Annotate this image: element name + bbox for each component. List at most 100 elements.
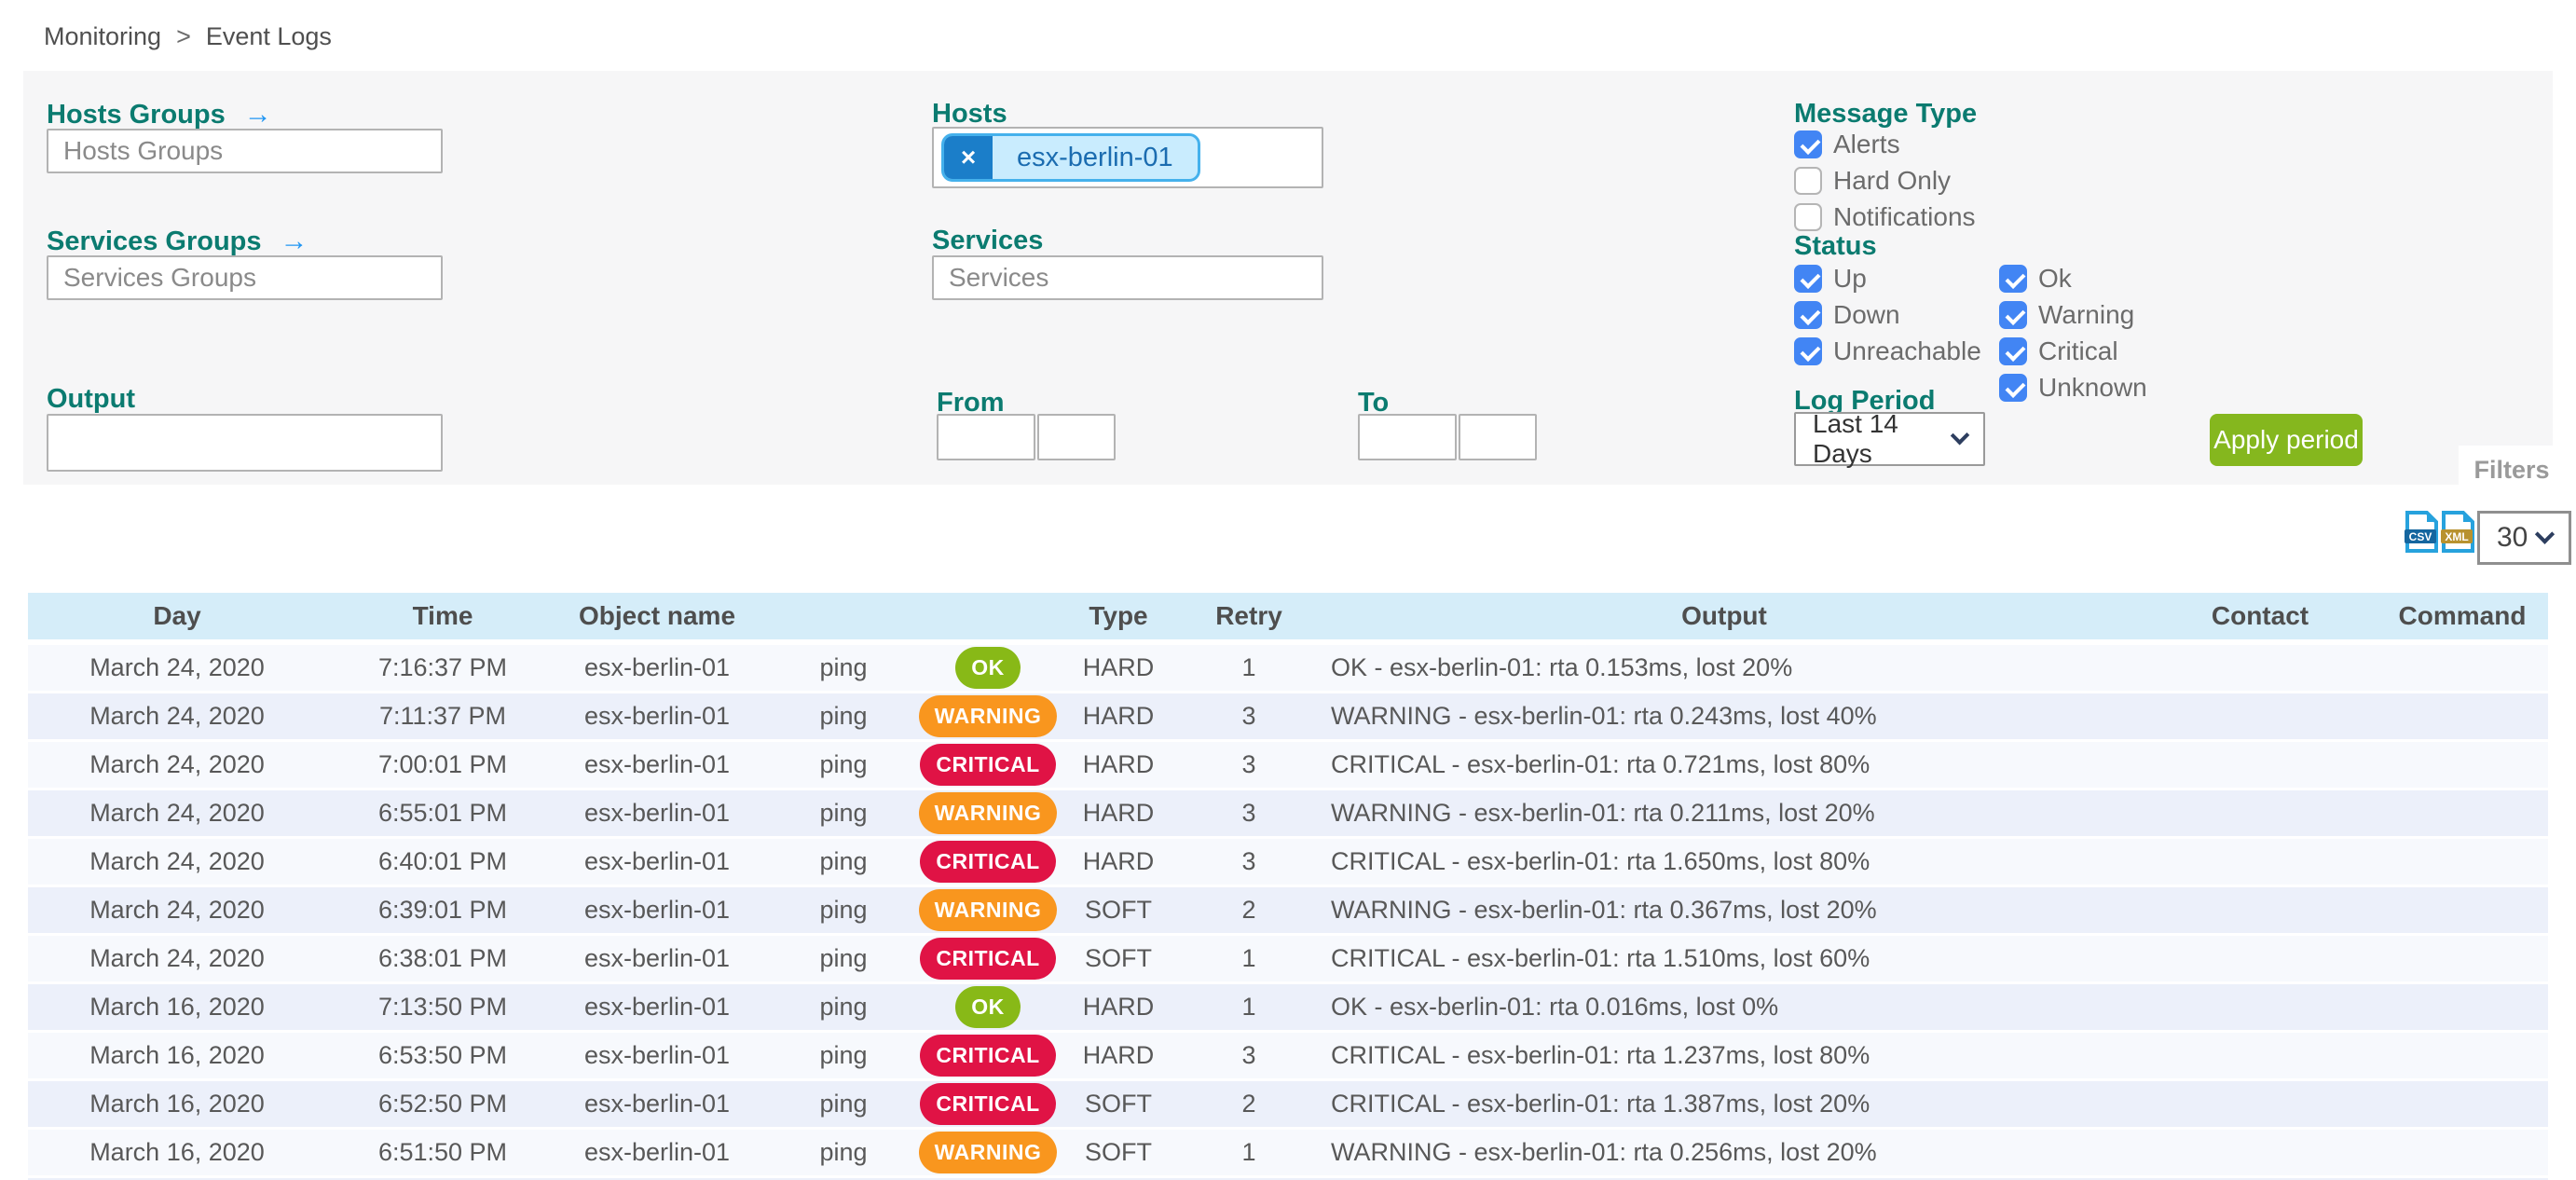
- column-header[interactable]: Output: [1681, 601, 1767, 630]
- service-cell[interactable]: ping: [819, 896, 868, 924]
- status-badge: CRITICAL: [920, 841, 1056, 883]
- hosts-label-text: Hosts: [932, 99, 1007, 129]
- type-cell: HARD: [1082, 750, 1155, 778]
- hosts-groups-input[interactable]: [47, 129, 443, 173]
- object-name-cell[interactable]: esx-berlin-01: [583, 702, 731, 730]
- checkbox-option[interactable]: Down: [1794, 300, 1981, 329]
- type-cell: SOFT: [1085, 896, 1152, 924]
- checkbox-option[interactable]: Notifications: [1794, 202, 1976, 231]
- apply-period-button[interactable]: Apply period: [2210, 414, 2363, 466]
- retry-cell: 2: [1241, 1090, 1256, 1118]
- to-label: To: [1358, 388, 1389, 418]
- column-header[interactable]: Object name: [578, 601, 736, 630]
- column-header[interactable]: Type: [1089, 601, 1148, 630]
- time-cell: 6:40:01 PM: [377, 847, 508, 875]
- from-label-text: From: [937, 388, 1005, 418]
- service-cell[interactable]: ping: [819, 1090, 868, 1118]
- breadcrumb-monitoring[interactable]: Monitoring: [44, 22, 162, 50]
- object-name-cell[interactable]: esx-berlin-01: [583, 993, 731, 1021]
- service-cell[interactable]: ping: [819, 799, 868, 827]
- event-row: March 24, 2020 6:40:01 PM esx-berlin-01 pin…: [28, 839, 2548, 885]
- object-name-cell[interactable]: esx-berlin-01: [583, 1138, 731, 1166]
- from-time-input[interactable]: [1037, 414, 1116, 460]
- status-label-text: Status: [1794, 231, 1877, 261]
- log-period-label-text: Log Period: [1794, 386, 1936, 416]
- object-name-cell[interactable]: esx-berlin-01: [583, 896, 731, 924]
- hosts-input[interactable]: × esx-berlin-01: [932, 127, 1323, 188]
- checked-checkbox[interactable]: [1794, 301, 1822, 329]
- table-body: March 24, 2020 7:16:37 PM esx-berlin-01 pin…: [28, 645, 2548, 1180]
- service-cell[interactable]: ping: [819, 1041, 868, 1069]
- column-header[interactable]: Retry: [1215, 601, 1282, 630]
- unchecked-checkbox[interactable]: [1794, 167, 1822, 195]
- from-date-input[interactable]: [937, 414, 1035, 460]
- time-cell: 6:52:50 PM: [377, 1090, 508, 1118]
- filters-tab[interactable]: Filters: [2459, 446, 2565, 494]
- to-time-input[interactable]: [1459, 414, 1537, 460]
- page-size-select[interactable]: 30: [2477, 511, 2571, 565]
- service-cell[interactable]: ping: [819, 993, 868, 1021]
- object-name-cell[interactable]: esx-berlin-01: [583, 750, 731, 778]
- checked-checkbox[interactable]: [1999, 337, 2027, 365]
- column-header[interactable]: Day: [153, 601, 201, 630]
- service-cell[interactable]: ping: [819, 1138, 868, 1166]
- services-groups-input[interactable]: [47, 255, 443, 300]
- output-input[interactable]: [47, 414, 443, 472]
- status-badge: CRITICAL: [920, 1035, 1056, 1077]
- object-name-cell[interactable]: esx-berlin-01: [583, 944, 731, 972]
- services-input[interactable]: [932, 255, 1323, 300]
- object-name-cell[interactable]: esx-berlin-01: [583, 1090, 731, 1118]
- status-label: Status: [1794, 231, 1877, 262]
- to-date-input[interactable]: [1358, 414, 1457, 460]
- object-name-cell[interactable]: esx-berlin-01: [583, 847, 731, 875]
- service-cell[interactable]: ping: [819, 750, 868, 778]
- status-badge: CRITICAL: [920, 744, 1056, 786]
- export-xml-button[interactable]: XML: [2441, 511, 2475, 557]
- type-cell: HARD: [1082, 799, 1155, 827]
- checked-checkbox[interactable]: [1999, 301, 2027, 329]
- checked-checkbox[interactable]: [1999, 265, 2027, 293]
- checked-checkbox[interactable]: [1999, 374, 2027, 402]
- checked-checkbox[interactable]: [1794, 265, 1822, 293]
- unchecked-checkbox[interactable]: [1794, 203, 1822, 231]
- checkbox-option[interactable]: Warning: [1999, 300, 2147, 329]
- chip-remove-button[interactable]: ×: [944, 136, 993, 179]
- hosts-label: Hosts: [932, 99, 1007, 130]
- checkbox-option[interactable]: Alerts: [1794, 130, 1976, 158]
- services-label: Services: [932, 226, 1043, 256]
- time-cell: 6:51:50 PM: [377, 1138, 508, 1166]
- log-period-select[interactable]: Last 14 Days: [1794, 409, 1985, 468]
- checkbox-option[interactable]: Hard Only: [1794, 166, 1976, 195]
- column-header[interactable]: Contact: [2211, 601, 2309, 630]
- object-name-cell[interactable]: esx-berlin-01: [583, 799, 731, 827]
- column-header[interactable]: Time: [412, 601, 473, 630]
- checkbox-option[interactable]: Unreachable: [1794, 336, 1981, 365]
- retry-cell: 1: [1241, 1138, 1256, 1166]
- hosts-groups-label: Hosts Groups →: [47, 99, 272, 130]
- object-name-cell[interactable]: esx-berlin-01: [583, 653, 731, 681]
- service-cell[interactable]: ping: [819, 702, 868, 730]
- checkbox-option[interactable]: Critical: [1999, 336, 2147, 365]
- time-cell: 6:39:01 PM: [377, 896, 508, 924]
- checkbox-option[interactable]: Ok: [1999, 264, 2147, 293]
- service-cell[interactable]: ping: [819, 653, 868, 681]
- breadcrumb-event-logs[interactable]: Event Logs: [205, 22, 332, 50]
- status-cell: CRITICAL: [920, 1083, 1056, 1125]
- type-cell: HARD: [1082, 653, 1155, 681]
- checkbox-option[interactable]: Up: [1794, 264, 1981, 293]
- object-name-cell[interactable]: esx-berlin-01: [583, 1041, 731, 1069]
- checked-checkbox[interactable]: [1794, 337, 1822, 365]
- status-cell: CRITICAL: [920, 744, 1056, 786]
- column-header[interactable]: Command: [2398, 601, 2527, 630]
- output-cell: CRITICAL - esx-berlin-01: rta 1.650ms, l…: [1331, 847, 1870, 875]
- checked-checkbox[interactable]: [1794, 130, 1822, 158]
- checkbox-option[interactable]: Unknown: [1999, 373, 2147, 402]
- export-csv-button[interactable]: CSV: [2405, 511, 2439, 557]
- services-groups-goto-arrow-icon[interactable]: →: [280, 226, 308, 256]
- hosts-groups-goto-arrow-icon[interactable]: →: [243, 99, 272, 130]
- type-cell: SOFT: [1085, 944, 1152, 972]
- service-cell[interactable]: ping: [819, 847, 868, 875]
- event-row: March 24, 2020 6:55:01 PM esx-berlin-01 pin…: [28, 790, 2548, 836]
- log-period-label: Log Period: [1794, 386, 1935, 417]
- service-cell[interactable]: ping: [819, 944, 868, 972]
